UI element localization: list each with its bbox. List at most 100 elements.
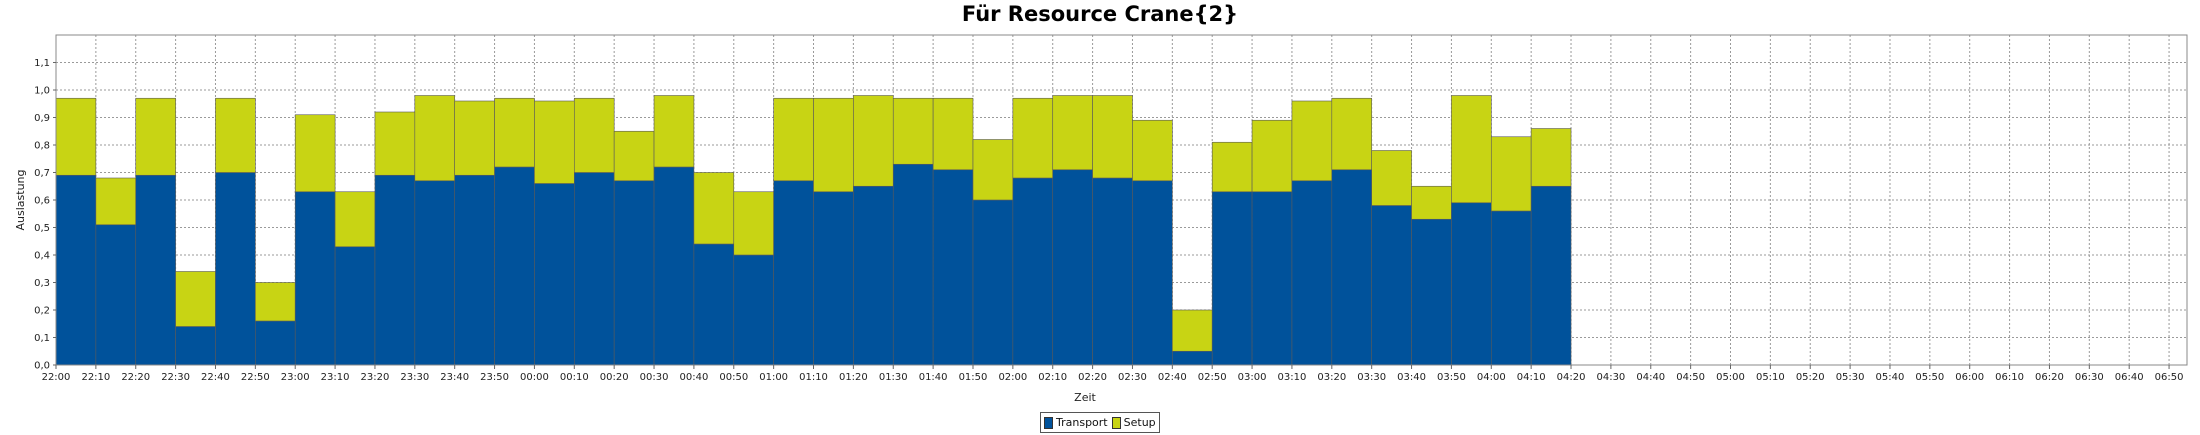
bar-segment-setup <box>773 97 814 182</box>
y-tick-label: 0,4 <box>34 251 50 262</box>
x-tick-label: 23:00 <box>281 372 310 383</box>
x-tick-label: 03:10 <box>1278 372 1307 383</box>
bar-segment-transport <box>1371 205 1412 366</box>
x-tick-label: 06:20 <box>2035 372 2064 383</box>
x-tick-label: 23:50 <box>480 372 509 383</box>
x-tick-label: 23:30 <box>400 372 429 383</box>
bar-segment-transport <box>1052 169 1093 366</box>
x-tick-label: 03:00 <box>1238 372 1267 383</box>
bar-segment-transport <box>1291 180 1333 366</box>
legend-label-setup: Setup <box>1123 416 1156 429</box>
bar-segment-setup <box>1012 97 1054 179</box>
bar-segment-transport <box>534 183 575 366</box>
bar-segment-setup <box>414 95 455 182</box>
x-tick-label: 00:30 <box>640 372 669 383</box>
y-tick-label: 0,9 <box>34 113 50 124</box>
bars <box>55 95 1572 366</box>
bar-segment-transport <box>932 169 974 366</box>
x-tick-label: 23:40 <box>440 372 469 383</box>
bar-segment-transport <box>1411 218 1452 366</box>
x-tick-label: 04:50 <box>1676 372 1705 383</box>
bar-segment-transport <box>1451 202 1492 366</box>
y-tick-label: 0,2 <box>34 306 50 317</box>
bar-segment-transport <box>1211 191 1253 366</box>
x-tick-label: 04:20 <box>1557 372 1586 383</box>
bar-segment-transport <box>1331 169 1372 366</box>
bar-segment-setup <box>1451 95 1492 204</box>
x-tick-label: 05:00 <box>1716 372 1745 383</box>
bar-segment-setup <box>853 95 894 187</box>
x-tick-labels: 22:00 22:10 22:20 22:30 22:40 22:50 23:00 23:10… <box>42 365 2184 383</box>
bar-segment-transport <box>215 172 256 366</box>
bar-segment-transport <box>853 185 894 366</box>
x-tick-label: 22:10 <box>81 372 110 383</box>
x-tick-label: 02:40 <box>1158 372 1187 383</box>
bar-segment-transport <box>135 174 176 366</box>
bar-segment-setup <box>1092 95 1133 179</box>
x-tick-label: 04:40 <box>1636 372 1665 383</box>
bar-segment-transport <box>1490 210 1532 366</box>
bar-segment-setup <box>972 139 1014 201</box>
bar-segment-transport <box>733 254 774 366</box>
chart-title: Für Resource Crane{2} <box>961 2 1239 26</box>
bar-segment-transport <box>813 191 854 366</box>
bar-segment-transport <box>1530 185 1572 366</box>
bar-segment-transport <box>255 320 296 366</box>
x-tick-label: 06:50 <box>2155 372 2184 383</box>
x-tick-label: 01:00 <box>759 372 788 383</box>
bar-segment-setup <box>1490 136 1532 212</box>
bar-segment-transport <box>693 243 735 366</box>
bar-segment-setup <box>334 191 376 248</box>
x-tick-label: 03:50 <box>1437 372 1466 383</box>
y-tick-label: 0,0 <box>34 361 50 372</box>
x-tick-label: 03:40 <box>1397 372 1426 383</box>
bar-segment-setup <box>454 100 495 176</box>
bar-segment-setup <box>733 191 774 256</box>
bar-segment-setup <box>1172 309 1213 352</box>
bar-segment-transport <box>454 174 495 366</box>
bar-segment-setup <box>374 111 416 176</box>
y-tick-label: 0,5 <box>34 223 50 234</box>
x-tick-label: 02:00 <box>998 372 1027 383</box>
bar-segment-setup <box>494 97 535 168</box>
x-tick-label: 05:10 <box>1756 372 1785 383</box>
x-tick-label: 06:40 <box>2115 372 2144 383</box>
bar-segment-setup <box>653 95 695 168</box>
bar-segment-setup <box>1530 128 1572 187</box>
bar-segment-transport <box>175 326 216 366</box>
x-tick-label: 06:30 <box>2075 372 2104 383</box>
x-tick-label: 05:30 <box>1836 372 1865 383</box>
bar-segment-transport <box>414 180 455 366</box>
y-tick-label: 1,1 <box>34 58 50 69</box>
y-tick-label: 0,1 <box>34 333 50 344</box>
bar-segment-setup <box>55 97 97 176</box>
legend-label-transport: Transport <box>1056 416 1108 429</box>
legend-item-transport: Transport <box>1044 416 1108 429</box>
bar-segment-setup <box>613 130 655 182</box>
x-tick-label: 22:40 <box>201 372 230 383</box>
x-tick-label: 04:30 <box>1596 372 1625 383</box>
bar-segment-transport <box>55 174 97 366</box>
x-tick-label: 00:20 <box>600 372 629 383</box>
bar-segment-transport <box>653 166 695 366</box>
legend-swatch-transport <box>1044 416 1053 429</box>
y-tick-label: 0,8 <box>34 141 50 152</box>
bar-segment-setup <box>892 97 934 165</box>
x-tick-label: 23:10 <box>321 372 350 383</box>
bar-segment-transport <box>613 180 655 366</box>
bar-segment-setup <box>95 177 137 226</box>
x-tick-label: 04:10 <box>1517 372 1546 383</box>
x-axis-label: Zeit <box>1074 391 1096 404</box>
bar-segment-setup <box>534 100 575 184</box>
bar-segment-setup <box>135 97 176 176</box>
x-tick-label: 02:20 <box>1078 372 1107 383</box>
bar-segment-transport <box>494 166 535 366</box>
bar-segment-setup <box>215 97 256 173</box>
x-tick-label: 04:00 <box>1477 372 1506 383</box>
bar-segment-setup <box>255 282 296 322</box>
bar-segment-setup <box>1211 141 1253 193</box>
legend: Transport Setup <box>1040 412 1160 433</box>
x-tick-label: 00:10 <box>560 372 589 383</box>
bar-segment-transport <box>573 172 615 366</box>
